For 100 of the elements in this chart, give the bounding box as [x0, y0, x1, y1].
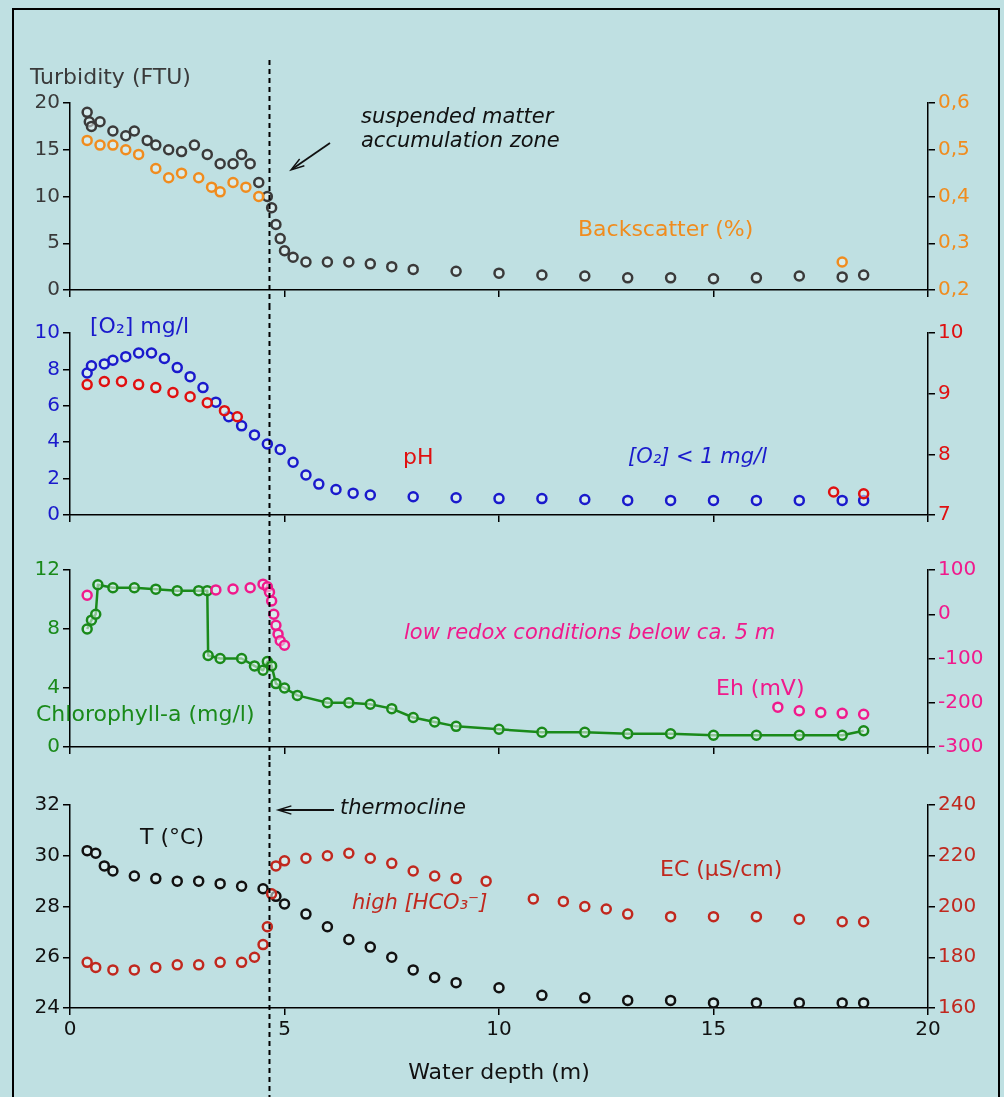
y-tick-label: 2: [47, 464, 60, 489]
point: [214, 652, 226, 665]
point: [188, 139, 201, 151]
point: [107, 125, 119, 137]
point: [364, 852, 377, 865]
point: [214, 158, 226, 170]
annotation: [O₂] < 1 mg/l: [628, 444, 768, 469]
point: [197, 381, 209, 394]
point: [300, 469, 312, 481]
point: [253, 176, 265, 189]
point: [85, 360, 98, 372]
point: [132, 378, 145, 391]
point: [664, 994, 677, 1007]
y2-tick-label: -300: [938, 733, 984, 758]
point: [557, 895, 570, 908]
point: [227, 583, 239, 595]
point: [201, 148, 214, 161]
point: [450, 872, 462, 885]
point: [81, 623, 93, 635]
point: [664, 494, 677, 507]
point: [253, 190, 265, 203]
point: [707, 273, 720, 285]
point: [141, 134, 153, 147]
point: [750, 494, 763, 507]
point: [300, 908, 312, 920]
point: [450, 720, 462, 733]
point: [158, 352, 171, 365]
point: [386, 857, 398, 870]
y-tick-label: 6: [47, 392, 60, 416]
point: [750, 910, 763, 923]
point: [750, 997, 763, 1008]
y2-tick-label: 0,3: [938, 229, 970, 254]
y2-tick-label: 0,2: [938, 276, 970, 301]
y-tick-label: 8: [47, 355, 60, 380]
point: [707, 729, 720, 741]
point: [94, 115, 106, 128]
point: [115, 375, 128, 388]
point: [132, 347, 145, 359]
point: [132, 148, 145, 161]
point: [274, 232, 286, 245]
y2-tick-label: 160: [938, 994, 977, 1019]
y-tick-label: 26: [34, 943, 60, 968]
point: [214, 186, 226, 198]
point: [857, 725, 870, 737]
point: [201, 397, 214, 409]
point: [128, 964, 141, 976]
point: [621, 727, 634, 740]
point: [171, 361, 183, 374]
point: [579, 270, 591, 282]
y-axis-title: [O₂] mg/l: [90, 312, 190, 338]
point: [300, 852, 312, 865]
point: [450, 491, 462, 504]
point: [793, 913, 806, 925]
point: [579, 493, 591, 506]
y2-tick-label: 220: [938, 841, 977, 866]
point: [621, 494, 634, 507]
point: [192, 584, 205, 597]
point: [98, 358, 111, 370]
y2-tick-label: 100: [938, 556, 977, 581]
point: [579, 992, 591, 1004]
y-tick-label: 15: [34, 135, 60, 160]
point: [235, 148, 248, 161]
point: [81, 956, 93, 969]
point: [857, 269, 870, 281]
point: [343, 847, 355, 859]
point: [120, 129, 132, 142]
point: [81, 134, 93, 147]
point: [857, 915, 870, 928]
point: [150, 162, 162, 175]
point: [621, 908, 634, 920]
point: [162, 144, 175, 156]
point: [428, 870, 441, 882]
y-tick-label: 28: [34, 892, 60, 917]
annotation: high [HCO₃⁻]: [352, 890, 488, 915]
point: [836, 271, 848, 283]
point: [150, 583, 162, 595]
y-tick-label: 0: [47, 501, 60, 526]
x-tick-label: 0: [63, 1016, 77, 1041]
point: [167, 386, 179, 399]
point: [257, 938, 269, 951]
point: [214, 956, 226, 969]
y-tick-label: 0: [47, 733, 60, 758]
y-tick-label: 20: [34, 89, 60, 114]
point: [707, 910, 720, 923]
point: [120, 350, 132, 363]
point: [184, 370, 196, 383]
point: [150, 381, 162, 394]
annotation: suspended matter accumulation zone: [361, 104, 560, 153]
point: [120, 144, 132, 156]
point: [278, 244, 291, 257]
point: [265, 595, 278, 607]
point: [218, 404, 231, 417]
point: [407, 711, 419, 724]
point: [536, 989, 548, 1002]
point: [386, 702, 398, 715]
y-tick-label: 0: [47, 276, 60, 301]
y2-tick-label: 0,6: [938, 89, 970, 114]
y-tick-label: 30: [34, 841, 60, 866]
y-tick-label: 5: [47, 229, 60, 254]
point: [287, 251, 299, 264]
